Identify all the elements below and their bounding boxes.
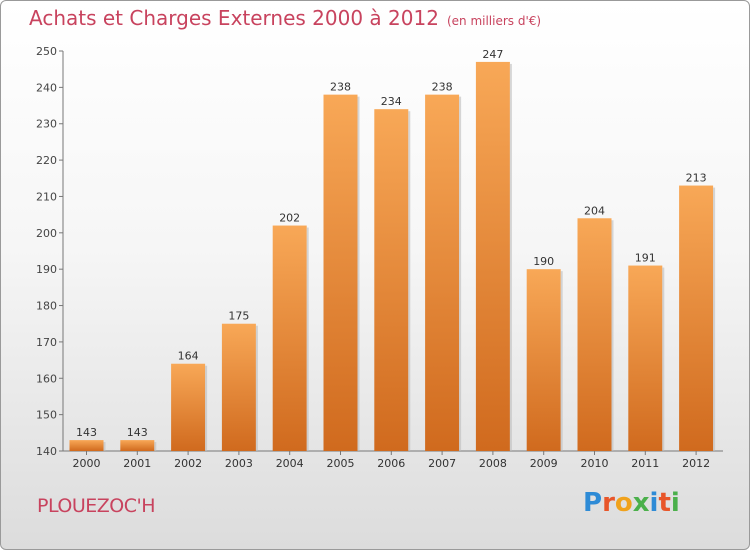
x-tick-label: 2001 [123,457,151,470]
y-tick-label: 160 [36,372,57,385]
bar [679,185,714,451]
data-label: 204 [584,204,605,217]
data-label: 238 [330,81,351,94]
data-label: 190 [533,255,554,268]
bar [171,363,206,451]
y-tick-label: 150 [36,409,57,422]
data-label: 238 [432,81,453,94]
bar [374,109,409,451]
bar-shadow [103,442,106,451]
data-label: 143 [127,426,148,439]
x-tick-label: 2007 [428,457,456,470]
data-label: 143 [76,426,97,439]
x-tick-label: 2008 [479,457,507,470]
bar [526,269,561,451]
bar-shadow [306,227,309,451]
x-tick-label: 2004 [276,457,304,470]
bar-shadow [713,187,716,451]
y-tick-label: 210 [36,190,57,203]
data-label: 164 [178,350,199,363]
logo-letter: i [649,488,659,518]
x-tick-label: 2010 [581,457,609,470]
bar-shadow [560,271,563,451]
bar [577,218,612,451]
bar [120,440,155,451]
bar-shadow [154,442,157,451]
x-tick-label: 2003 [225,457,253,470]
bar-shadow [357,96,360,452]
bar [272,225,307,451]
logo-letter: t [658,488,671,518]
y-tick-label: 140 [36,445,57,458]
data-label: 191 [635,252,656,265]
proxiti-logo: Proxiti [583,488,680,518]
y-tick-label: 220 [36,154,57,167]
data-label: 202 [279,212,300,225]
bar-shadow [255,325,258,451]
x-tick-label: 2012 [682,457,710,470]
bar-shadow [205,365,208,451]
bar [323,94,358,452]
y-tick-label: 250 [36,45,57,58]
bar-shadow [459,96,462,452]
y-tick-label: 230 [36,118,57,131]
bar-shadow [662,267,665,451]
y-tick-label: 240 [36,81,57,94]
x-tick-label: 2011 [631,457,659,470]
chart-title: Achats et Charges Externes 2000 à 2012 (e… [29,6,541,30]
data-label: 213 [686,172,707,185]
y-tick-label: 180 [36,300,57,313]
logo-letter: r [602,488,615,518]
data-label: 247 [482,48,503,61]
bar-shadow [611,220,614,451]
bar [475,61,510,452]
bar-shadow [509,63,512,452]
chart-unit: (en milliers d'€) [446,14,542,28]
chart-title-text: Achats et Charges Externes 2000 à 2012 [29,6,439,30]
y-tick-label: 190 [36,263,57,276]
x-tick-label: 2009 [530,457,558,470]
bar [425,94,460,452]
bar-shadow [408,111,411,451]
bar [628,265,663,451]
x-tick-label: 2005 [327,457,355,470]
bar [69,440,104,451]
x-tick-label: 2006 [377,457,405,470]
logo-letter: o [614,488,633,518]
data-label: 175 [228,310,249,323]
bar [221,323,256,451]
y-tick-label: 200 [36,227,57,240]
y-tick-label: 170 [36,336,57,349]
x-tick-label: 2000 [73,457,101,470]
logo-letter: x [632,488,650,518]
x-tick-label: 2002 [174,457,202,470]
data-label: 234 [381,95,402,108]
logo-letter: i [670,488,680,518]
commune-name: PLOUEZOC'H [37,495,155,517]
logo-letter: P [583,488,603,518]
